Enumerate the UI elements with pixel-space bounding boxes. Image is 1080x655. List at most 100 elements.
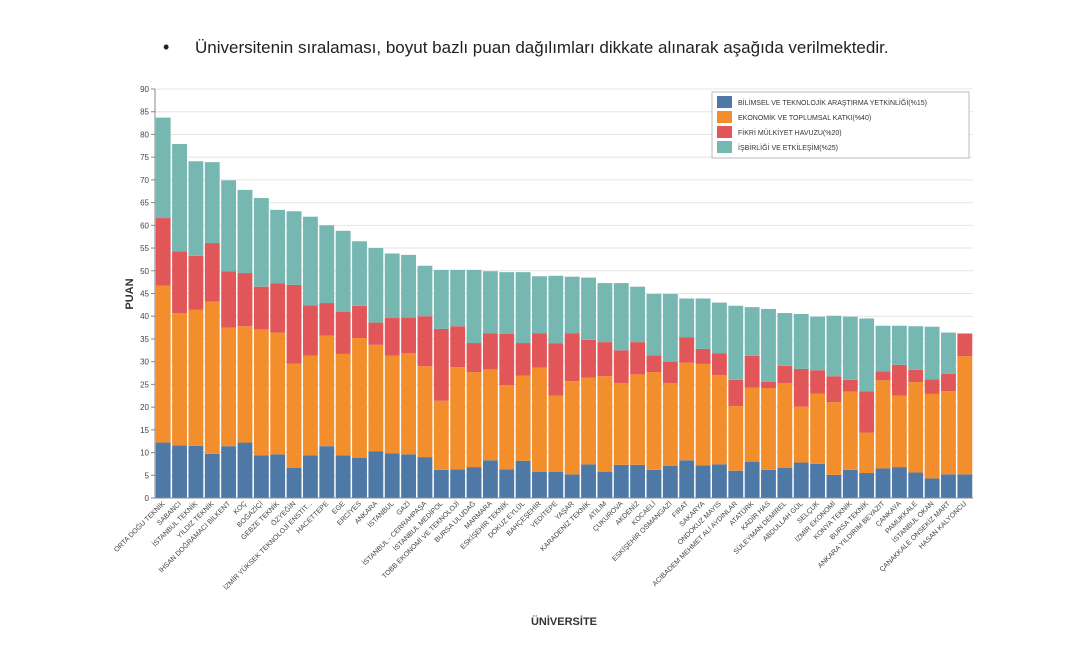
- bar-segment: [352, 338, 367, 459]
- y-axis-title: PUAN: [124, 278, 136, 309]
- bar-segment: [613, 283, 629, 351]
- bar-segment: [597, 342, 613, 377]
- bar-segment: [450, 469, 466, 498]
- y-tick-label: 65: [140, 199, 149, 208]
- bar-segment: [221, 327, 237, 447]
- bar-segment: [155, 442, 171, 498]
- bar-segment: [515, 460, 531, 498]
- bar-segment: [646, 372, 662, 470]
- bar-segment: [875, 380, 891, 469]
- bar-segment: [679, 460, 695, 498]
- intro-bullet: • Üniversitenin sıralaması, boyut bazlı p…: [163, 37, 889, 58]
- bar-segment: [482, 333, 498, 370]
- bar-segment: [482, 369, 498, 461]
- bar-segment: [581, 277, 596, 340]
- bar-segment: [319, 446, 335, 498]
- bar-segment: [679, 337, 695, 363]
- bar-segment: [384, 318, 400, 356]
- bar-segment: [793, 313, 809, 369]
- bar-segment: [924, 393, 940, 479]
- bar-segment: [188, 309, 204, 446]
- bar-segment: [777, 365, 793, 384]
- bar-segment: [810, 370, 826, 394]
- y-tick-label: 35: [140, 335, 149, 344]
- bar-segment: [875, 468, 891, 498]
- bar-segment: [515, 343, 531, 376]
- bar-segment: [253, 286, 269, 330]
- bar-segment: [302, 455, 318, 498]
- bar-segment: [417, 265, 433, 317]
- bar-segment: [417, 457, 433, 498]
- bar-segment: [548, 471, 564, 498]
- bar-segment: [253, 329, 269, 456]
- bar-segment: [401, 353, 417, 455]
- bar-segment: [859, 318, 875, 392]
- bar-segment: [270, 283, 286, 333]
- legend-box: [711, 91, 970, 159]
- bar-segment: [957, 356, 973, 475]
- bar-segment: [564, 333, 580, 382]
- bar-segment: [384, 453, 400, 498]
- y-tick-label: 45: [140, 290, 149, 299]
- bar-segment: [630, 464, 646, 498]
- x-axis-title: ÜNİVERSİTE: [531, 615, 597, 628]
- legend-swatch: [717, 111, 732, 123]
- y-tick-label: 55: [140, 244, 149, 253]
- bar-segment: [286, 284, 302, 364]
- bar-segment: [957, 474, 973, 498]
- bar-segment: [155, 285, 171, 443]
- bar-segment: [302, 216, 318, 306]
- bar-segment: [532, 471, 547, 498]
- bar-segment: [302, 305, 318, 356]
- bar-segment: [188, 445, 204, 498]
- bar-segment: [613, 464, 629, 498]
- bar-segment: [728, 406, 744, 471]
- bar-segment: [630, 286, 646, 343]
- bullet-symbol: •: [163, 37, 170, 57]
- bar-segment: [761, 469, 776, 498]
- bar-segment: [237, 189, 253, 274]
- bar-segment: [188, 255, 204, 310]
- bar-segment: [221, 180, 237, 272]
- y-tick-label: 40: [140, 312, 149, 321]
- bar-segment: [172, 445, 187, 498]
- y-axis-ticks: 0 5 10 15 20 25 30 35 40 45 50 55 60 65 70 75 80 85 90: [140, 85, 155, 503]
- bar-segment: [188, 161, 204, 256]
- bar-segment: [417, 316, 433, 367]
- bar-segment: [270, 209, 286, 284]
- bar-segment: [695, 298, 711, 349]
- bar-segment: [581, 377, 596, 465]
- bar-segment: [859, 473, 875, 498]
- bar-segment: [744, 387, 760, 462]
- bar-segment: [924, 379, 940, 394]
- bar-segment: [891, 467, 907, 498]
- bar-segment: [777, 383, 793, 469]
- bar-segment: [711, 353, 727, 376]
- bar-segment: [270, 332, 286, 455]
- y-tick-label: 5: [145, 471, 150, 480]
- bar-segment: [352, 458, 367, 498]
- legend-label: BİLİMSEL VE TEKNOLOJİK ARAŞTIRMA YETKİNL…: [738, 98, 927, 107]
- bar-segment: [352, 241, 367, 306]
- y-tick-label: 70: [140, 176, 149, 185]
- bar-segment: [155, 218, 171, 286]
- bar-segment: [679, 298, 695, 338]
- bar-segment: [466, 372, 482, 468]
- bar-segment: [466, 343, 482, 373]
- bar-segment: [744, 355, 760, 388]
- bar-segment: [433, 269, 449, 329]
- bar-segment: [646, 355, 662, 373]
- bar-segment: [842, 316, 858, 380]
- legend-swatch: [717, 141, 732, 153]
- y-tick-label: 50: [140, 267, 149, 276]
- bar-segment: [810, 393, 826, 464]
- bar-segment: [941, 474, 956, 498]
- bar-segment: [532, 333, 547, 368]
- bar-segment: [679, 362, 695, 461]
- y-tick-label: 10: [140, 449, 149, 458]
- bar-segment: [695, 348, 711, 364]
- y-tick-label: 75: [140, 153, 149, 162]
- bar-segment: [891, 325, 907, 365]
- bar-segment: [286, 468, 302, 498]
